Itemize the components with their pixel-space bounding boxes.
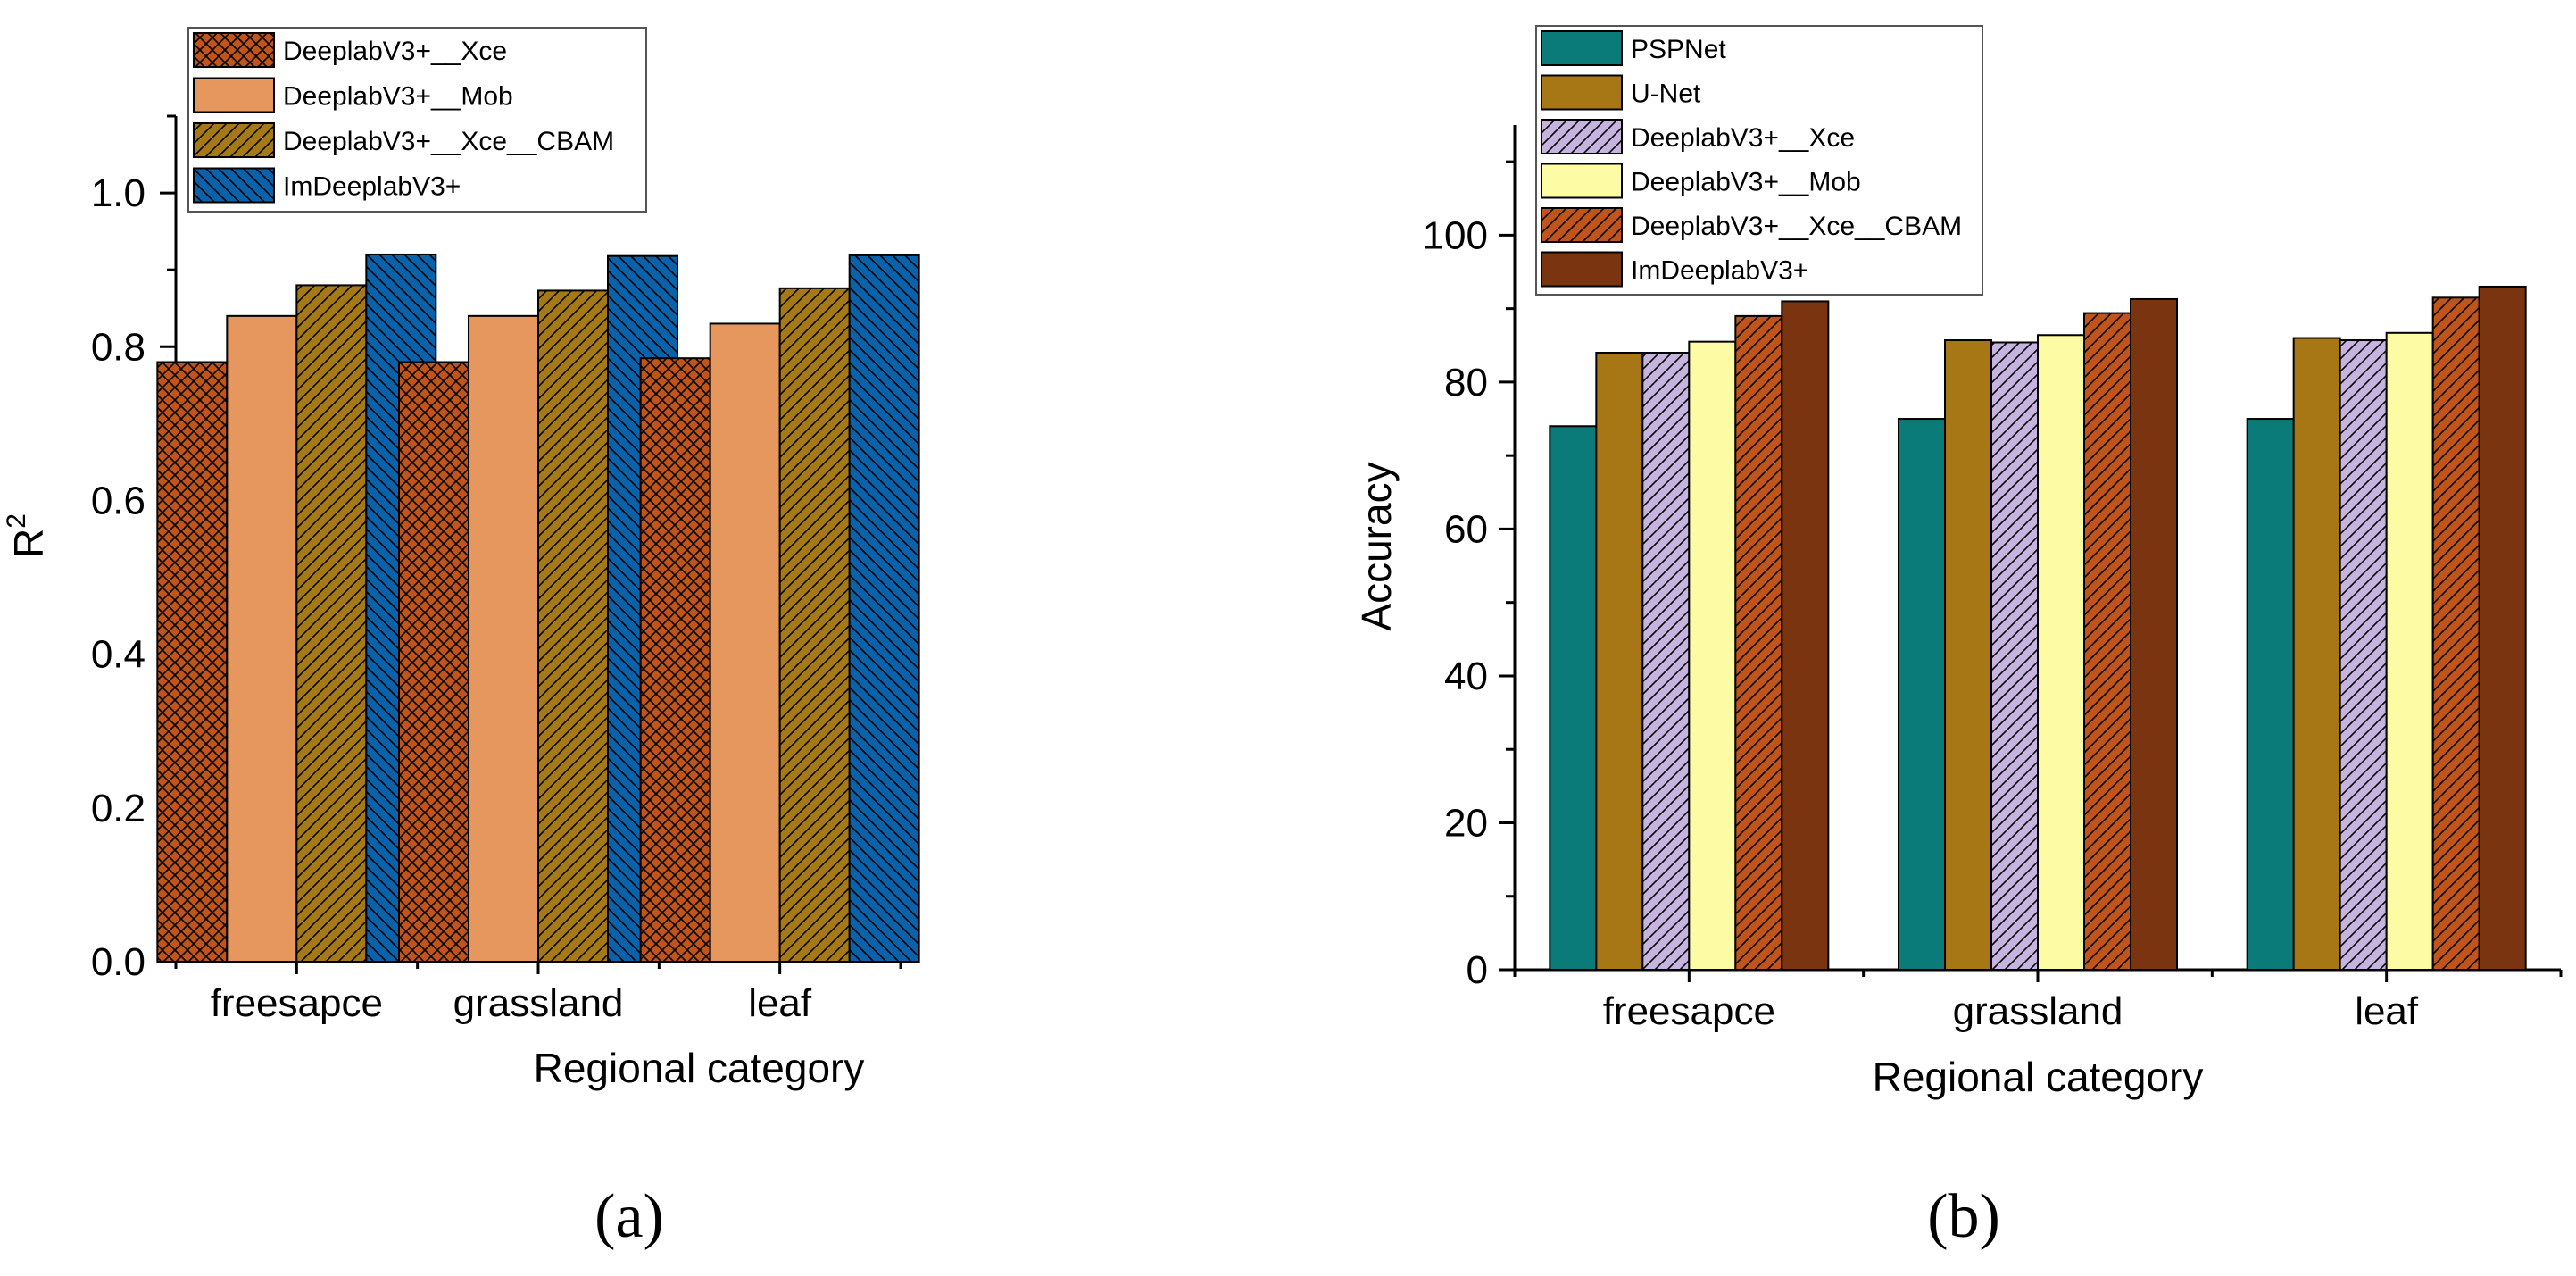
bar — [2292, 337, 2341, 971]
legend-swatch — [193, 77, 275, 113]
legend-label: DeeplabV3+__Xce__CBAM — [283, 127, 614, 156]
x-axis-title: Regional category — [1873, 1054, 2204, 1100]
legend-label: DeeplabV3+__Mob — [1631, 168, 1861, 197]
panel-a: 0.0 0.2 0.4 0.6 0.8 1.0 freesapce grassland leaf… — [2, 27, 920, 1251]
bar — [1549, 425, 1598, 971]
y-tick-label: 0.8 — [91, 325, 145, 369]
y-tick-label: 40 — [1444, 655, 1488, 698]
legend-box — [1535, 25, 1983, 296]
legend-label: DeeplabV3+__Xce — [1631, 123, 1855, 153]
legend-swatch — [193, 32, 275, 68]
legend-swatch — [193, 122, 275, 158]
bar — [2478, 285, 2527, 971]
bar — [639, 357, 711, 963]
y-tick-label: 0.0 — [91, 940, 145, 984]
legend-swatch — [1541, 30, 1623, 66]
bar — [2083, 312, 2131, 971]
legend-label: DeeplabV3+__Xce__CBAM — [1631, 212, 1962, 241]
y-tick-label: 0.4 — [91, 633, 145, 677]
bar — [226, 314, 298, 963]
bar — [156, 361, 229, 963]
legend-swatch — [1541, 119, 1623, 154]
y-tick-label: 80 — [1444, 361, 1488, 404]
legend-swatch — [1541, 74, 1623, 111]
bar — [468, 314, 539, 963]
legend-label: DeeplabV3+__Mob — [283, 82, 513, 112]
legend-label: ImDeeplabV3+ — [283, 172, 461, 202]
panel-b: 0 20 40 60 80 100 freesapce grassland leaf Region… — [1353, 25, 2563, 1251]
bar — [2339, 339, 2388, 971]
bar — [1944, 339, 1992, 971]
bar — [848, 254, 920, 963]
x-tick-label: freesapce — [211, 981, 383, 1025]
bar — [2431, 296, 2480, 971]
bar — [1898, 418, 1946, 972]
y-axis-title-superscript: 2 — [2, 513, 31, 529]
legend-swatch — [193, 167, 275, 204]
y-tick-label: 60 — [1444, 507, 1488, 551]
y-tick-label: 1.0 — [91, 171, 145, 215]
bar — [1641, 352, 1691, 972]
bar — [398, 361, 469, 963]
legend-label: PSPNet — [1631, 35, 1726, 64]
panel-label: (a) — [594, 1182, 664, 1251]
legend-swatch — [1541, 251, 1623, 288]
bar — [1595, 352, 1644, 972]
bar — [1688, 340, 1737, 971]
y-tick-label: 0 — [1467, 948, 1488, 992]
y-tick-label: 0.2 — [91, 787, 145, 830]
x-tick-label: leaf — [2355, 989, 2419, 1033]
panel-label: (b) — [1927, 1182, 2000, 1251]
x-axis-title: Regional category — [534, 1045, 865, 1091]
legend-label: ImDeeplabV3+ — [1631, 256, 1808, 286]
bar — [2246, 418, 2295, 972]
y-tick-label: 20 — [1444, 801, 1488, 845]
y-axis-title: R2 — [2, 513, 52, 558]
x-tick-label: freesapce — [1603, 989, 1775, 1033]
bar — [778, 287, 851, 963]
bar — [2385, 331, 2434, 971]
x-tick-label: leaf — [748, 981, 812, 1025]
bar — [295, 284, 368, 963]
legend-swatch — [1541, 207, 1623, 243]
bar — [1990, 341, 2039, 971]
bar — [2130, 297, 2178, 971]
x-tick-label: grassland — [453, 981, 624, 1025]
bar — [1781, 300, 1830, 971]
legend-swatch — [1541, 163, 1623, 199]
bar — [709, 322, 781, 963]
y-tick-label: 100 — [1423, 213, 1488, 257]
legend-label: DeeplabV3+__Xce — [283, 37, 507, 66]
bar — [537, 289, 609, 963]
bar — [2037, 334, 2085, 971]
legend-label: U-Net — [1631, 79, 1701, 109]
y-tick-label: 0.6 — [91, 479, 145, 522]
x-tick-label: grassland — [1953, 989, 2123, 1033]
bar — [1734, 314, 1783, 972]
y-axis-title: Accuracy — [1353, 462, 1400, 630]
